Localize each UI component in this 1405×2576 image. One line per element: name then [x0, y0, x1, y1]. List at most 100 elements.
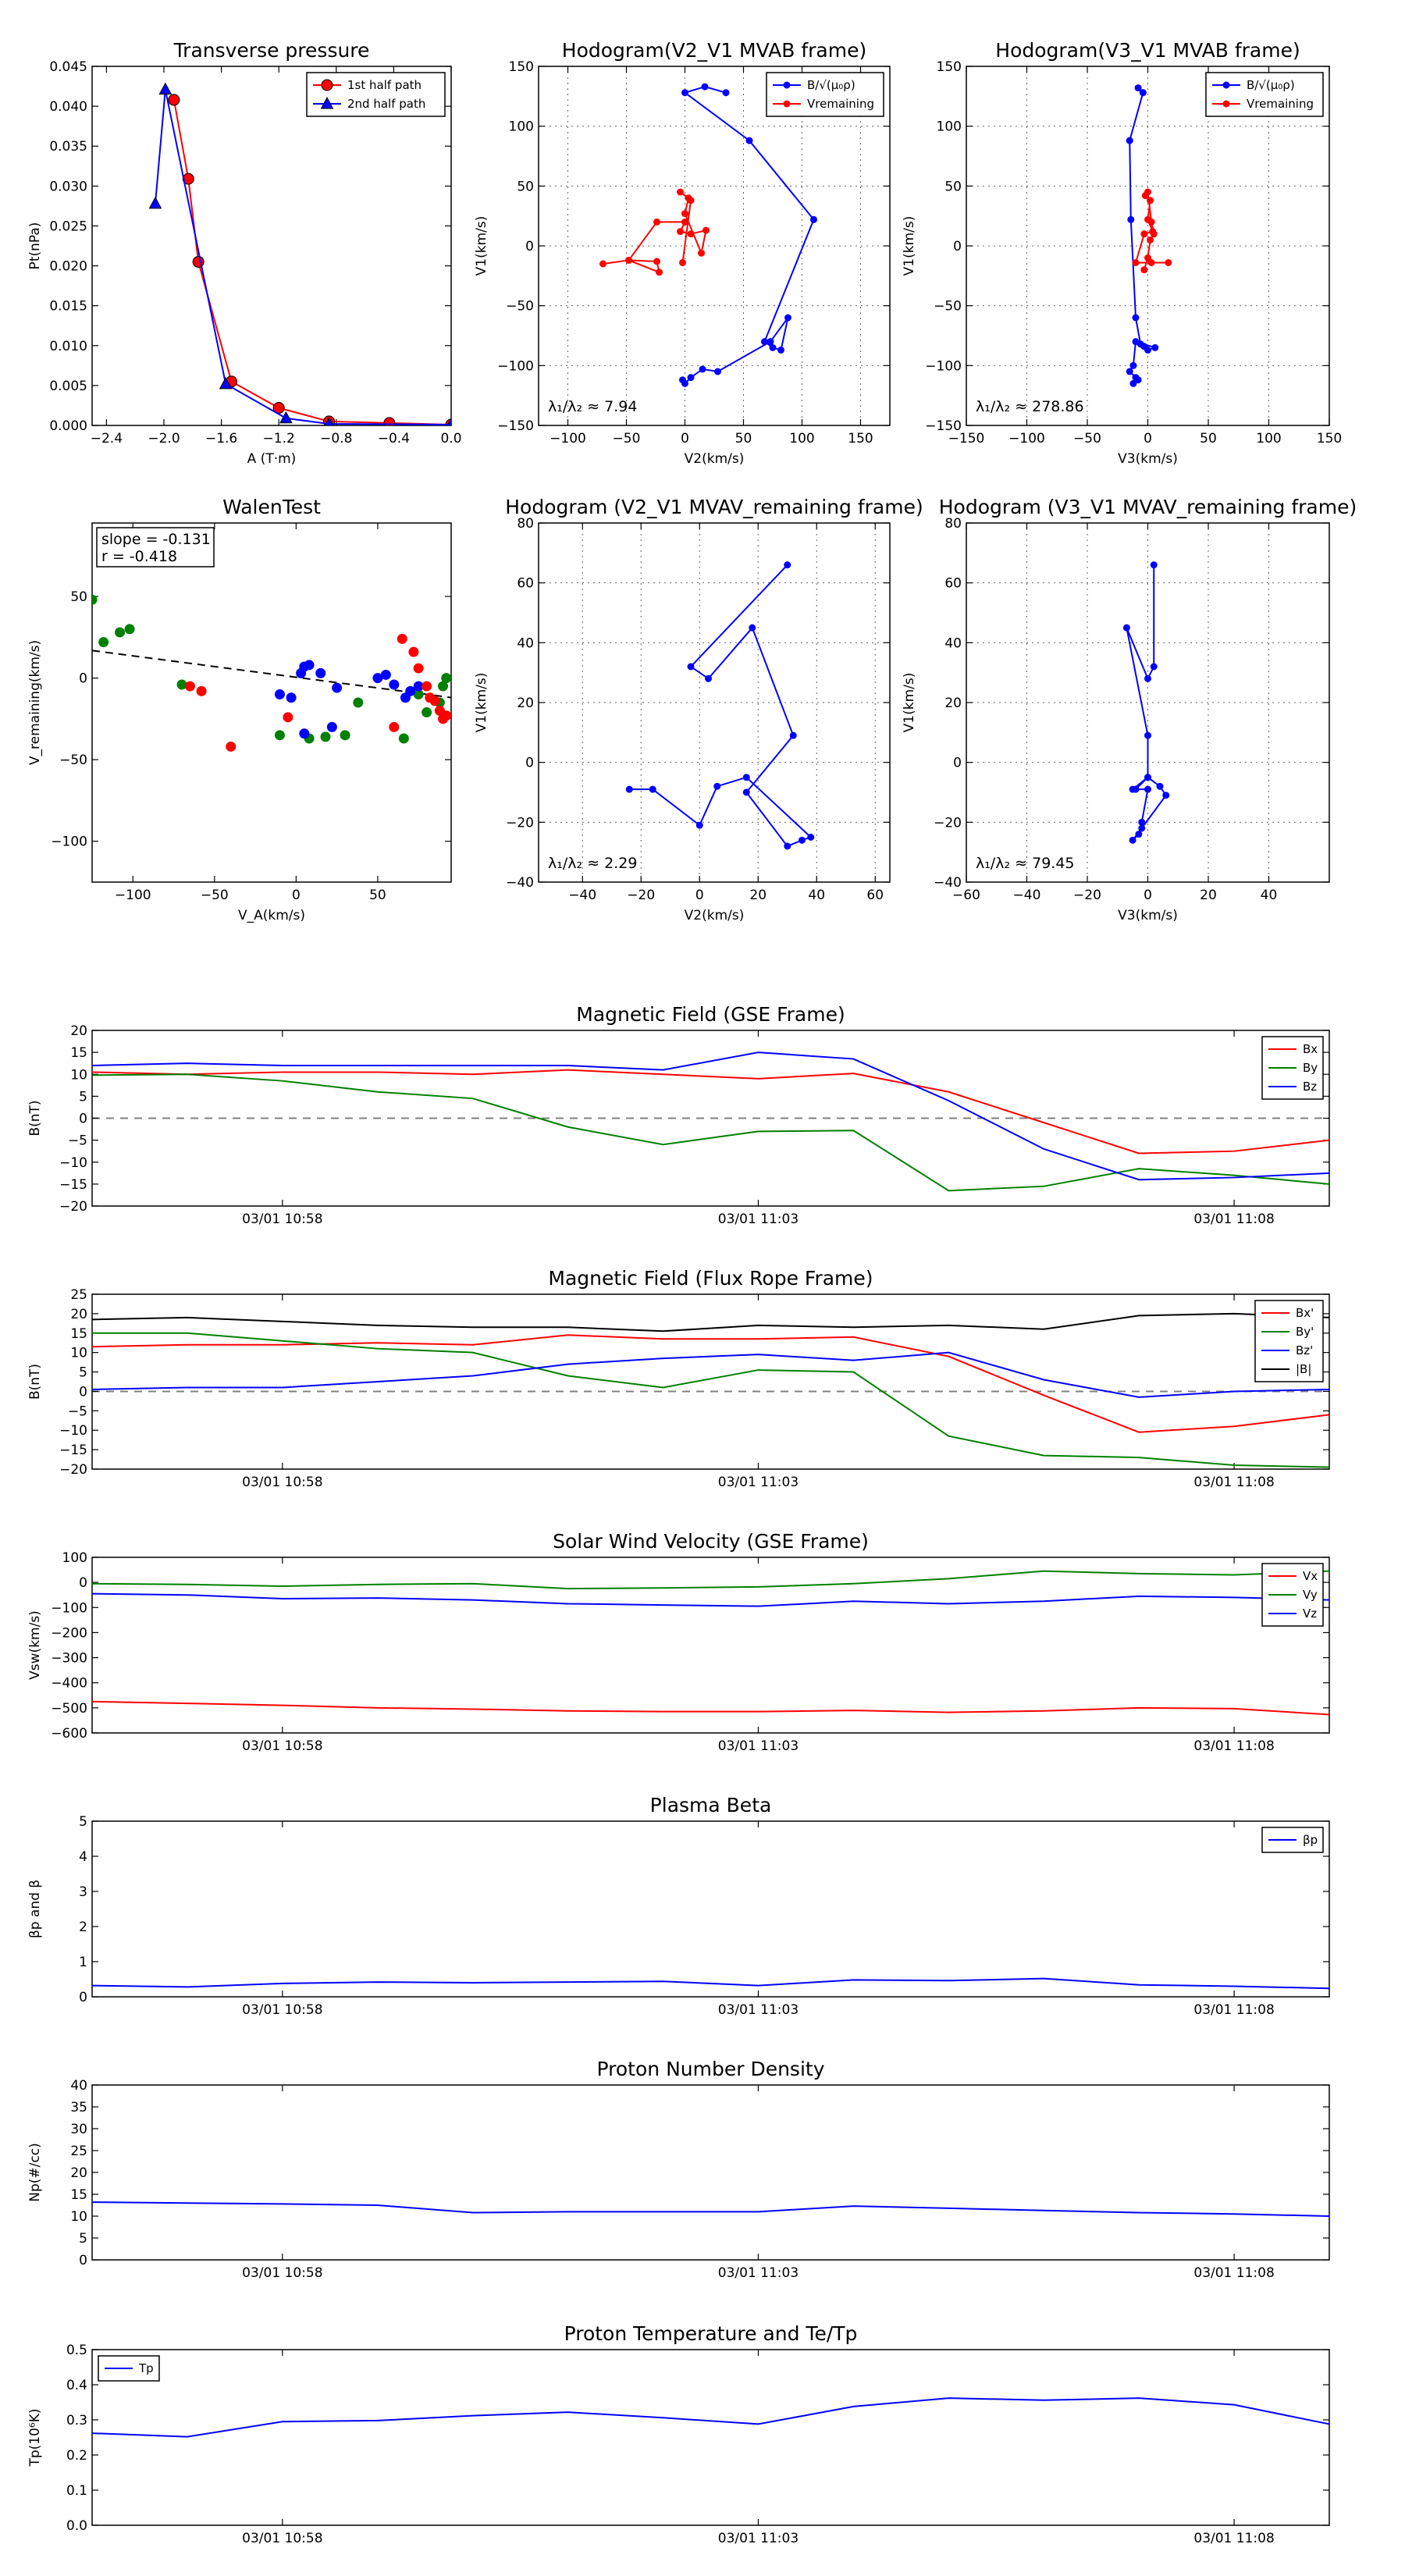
x-tick-label: 0	[695, 888, 704, 903]
y-axis-label: Vsw(km/s)	[27, 1610, 43, 1680]
y-tick-label: 50	[944, 179, 962, 194]
data-point	[219, 376, 233, 390]
data-point	[653, 218, 660, 226]
x-tick-label: −100	[550, 431, 586, 447]
y-axis-label: B(nT)	[27, 1364, 43, 1400]
y-tick-label: −20	[59, 1199, 87, 1215]
legend-box	[1205, 72, 1324, 117]
legend-box	[306, 72, 446, 117]
series-line-Vy	[92, 1570, 1329, 1590]
y-tick-label: −150	[925, 418, 962, 434]
y-axis-label: V1(km/s)	[474, 216, 489, 276]
x-tick-label: −20	[1073, 888, 1101, 903]
chart-title: Magnetic Field (Flux Rope Frame)	[548, 1267, 873, 1290]
plot-area	[92, 1312, 1329, 1468]
y-tick-label: 5	[79, 1365, 87, 1381]
x-tick-label: 40	[1261, 888, 1278, 903]
x-axis-label: V_A(km/s)	[238, 908, 305, 923]
chart-gse: Magnetic Field (GSE Frame) 03/01 10:58 03/…	[27, 1003, 1330, 1227]
plot-frame	[91, 1293, 1330, 1470]
y-tick-label: −300	[51, 1651, 87, 1667]
data-point	[324, 416, 334, 425]
x-tick-label: −50	[1073, 431, 1101, 447]
data-point	[1147, 236, 1154, 244]
series-line-By	[92, 1073, 1329, 1192]
data-point	[1144, 674, 1151, 682]
y-tick-label: 0.3	[66, 2413, 87, 2428]
data-point	[429, 696, 440, 706]
y-tick-label: −200	[51, 1625, 87, 1641]
data-point	[226, 741, 237, 752]
x-tick-label: −60	[952, 888, 980, 903]
x-axis-label: V3(km/s)	[1118, 908, 1178, 923]
legend-marker	[321, 79, 333, 91]
y-tick-label: 20	[517, 696, 534, 711]
data-point	[784, 561, 791, 569]
legend: Vx Vy Vz	[1261, 1563, 1324, 1627]
data-point	[687, 663, 695, 671]
data-point	[1156, 782, 1164, 790]
data-point	[92, 594, 98, 605]
chart-title: Hodogram (V2_V1 MVAV_remaining frame)	[505, 496, 923, 518]
series-line-2nd half path	[154, 89, 451, 425]
data-point	[1132, 314, 1140, 322]
legend-label: 2nd half path	[347, 97, 425, 111]
legend-marker	[783, 81, 791, 89]
data-point	[1139, 89, 1147, 97]
data-point	[196, 685, 207, 696]
y-tick-label: 3	[79, 1884, 87, 1900]
data-point	[681, 210, 688, 218]
data-point	[701, 83, 709, 91]
data-point	[1144, 731, 1151, 739]
y-tick-label: 100	[937, 119, 962, 135]
chart-title: Hodogram (V3_V1 MVAV_remaining frame)	[939, 496, 1357, 518]
x-tick-label: −0.8	[320, 431, 352, 447]
y-tick-label: 0.035	[49, 139, 87, 155]
y-tick-label: −50	[506, 299, 534, 315]
legend-label: Bz'	[1296, 1343, 1313, 1357]
y-tick-label: 0.045	[49, 59, 87, 75]
y-tick-label: 20	[70, 1307, 87, 1322]
x-tick-label: −1.6	[205, 431, 237, 447]
legend-label: βp	[1303, 1833, 1318, 1847]
y-tick-label: 4	[79, 1849, 87, 1865]
legend-marker	[783, 100, 791, 108]
plot-area	[92, 1570, 1329, 1716]
y-tick-label: 80	[944, 516, 962, 532]
legend: B/√(μ₀ρ) Vremaining	[1205, 72, 1324, 117]
chart-title: Hodogram(V3_V1 MVAB frame)	[995, 39, 1300, 62]
data-point	[1140, 266, 1148, 274]
x-tick-label: 20	[1200, 888, 1217, 903]
series-line-Vremaining	[603, 191, 707, 274]
legend-label: Vz	[1303, 1606, 1317, 1621]
series-line-Np	[92, 2201, 1329, 2217]
data-point	[742, 774, 750, 781]
y-tick-label: −20	[59, 1462, 87, 1478]
legend: βp	[1261, 1827, 1324, 1853]
x-tick-label: 100	[1256, 431, 1281, 447]
data-point	[1162, 792, 1170, 799]
x-tick-label: 50	[369, 888, 386, 903]
y-tick-label: 0.0	[66, 2518, 87, 2534]
data-point	[679, 258, 686, 266]
chart-title: Plasma Beta	[650, 1794, 772, 1816]
y-tick-label: 2	[79, 1920, 87, 1935]
data-point	[405, 685, 416, 696]
y-tick-label: 40	[70, 2078, 87, 2094]
chart-frf: Magnetic Field (Flux Rope Frame) 03/01 10…	[27, 1267, 1330, 1490]
y-tick-label: 0	[525, 239, 534, 254]
data-point	[777, 346, 784, 354]
series-line-Bx	[92, 1069, 1329, 1155]
x-tick-label: 03/01 10:58	[242, 2002, 322, 2018]
series-line-Bz	[92, 1051, 1329, 1181]
data-point	[1127, 215, 1135, 223]
data-point	[124, 624, 135, 635]
data-point	[422, 681, 432, 692]
data-point	[807, 834, 815, 841]
x-tick-label: −40	[1013, 888, 1041, 903]
y-tick-label: 0	[79, 1112, 87, 1127]
y-tick-label: −5	[68, 1133, 87, 1149]
legend: Tp	[98, 2355, 160, 2382]
x-tick-label: 03/01 11:08	[1193, 1475, 1274, 1490]
chart-h2: Hodogram(V3_V1 MVAB frame) −150 −100 −50 0 50…	[902, 39, 1342, 467]
